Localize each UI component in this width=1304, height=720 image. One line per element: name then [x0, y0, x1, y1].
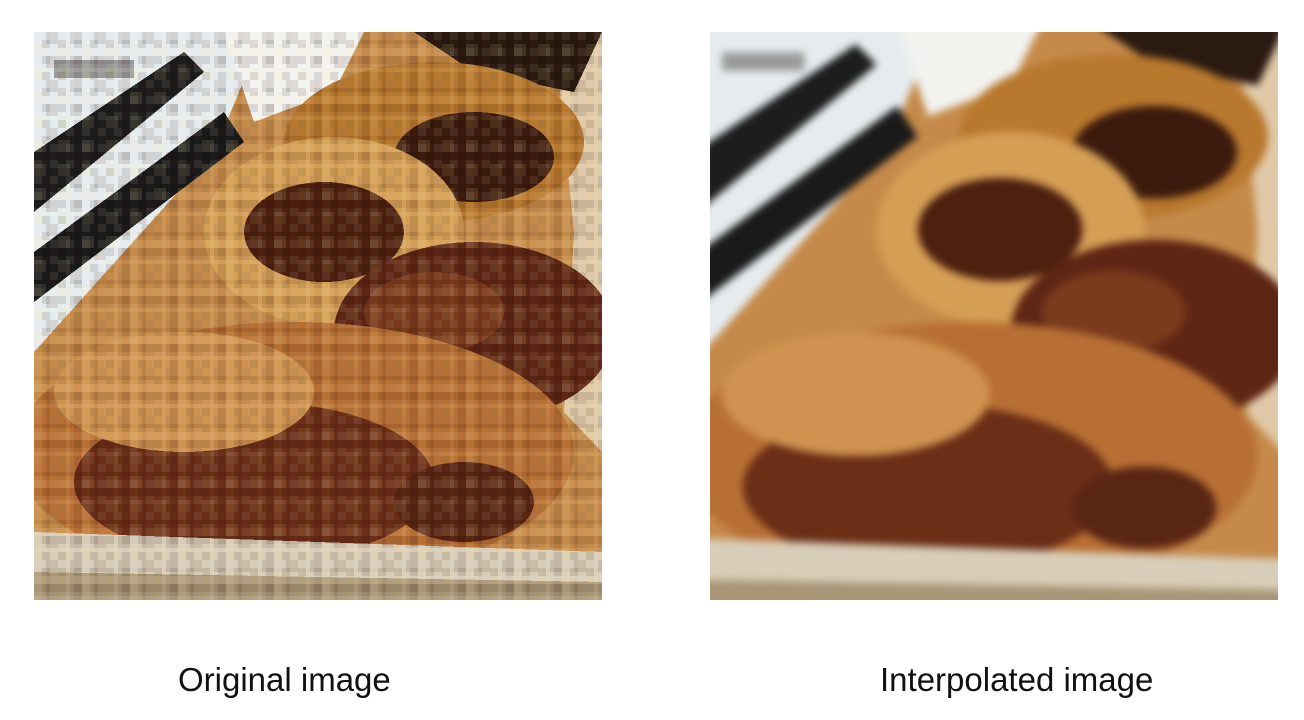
original-image — [34, 32, 602, 600]
original-image-caption: Original image — [178, 661, 391, 698]
interpolated-image-caption: Interpolated image — [880, 661, 1154, 698]
interpolated-image-graphic — [710, 32, 1278, 600]
original-image-graphic — [34, 32, 602, 600]
interpolated-image — [710, 32, 1278, 600]
